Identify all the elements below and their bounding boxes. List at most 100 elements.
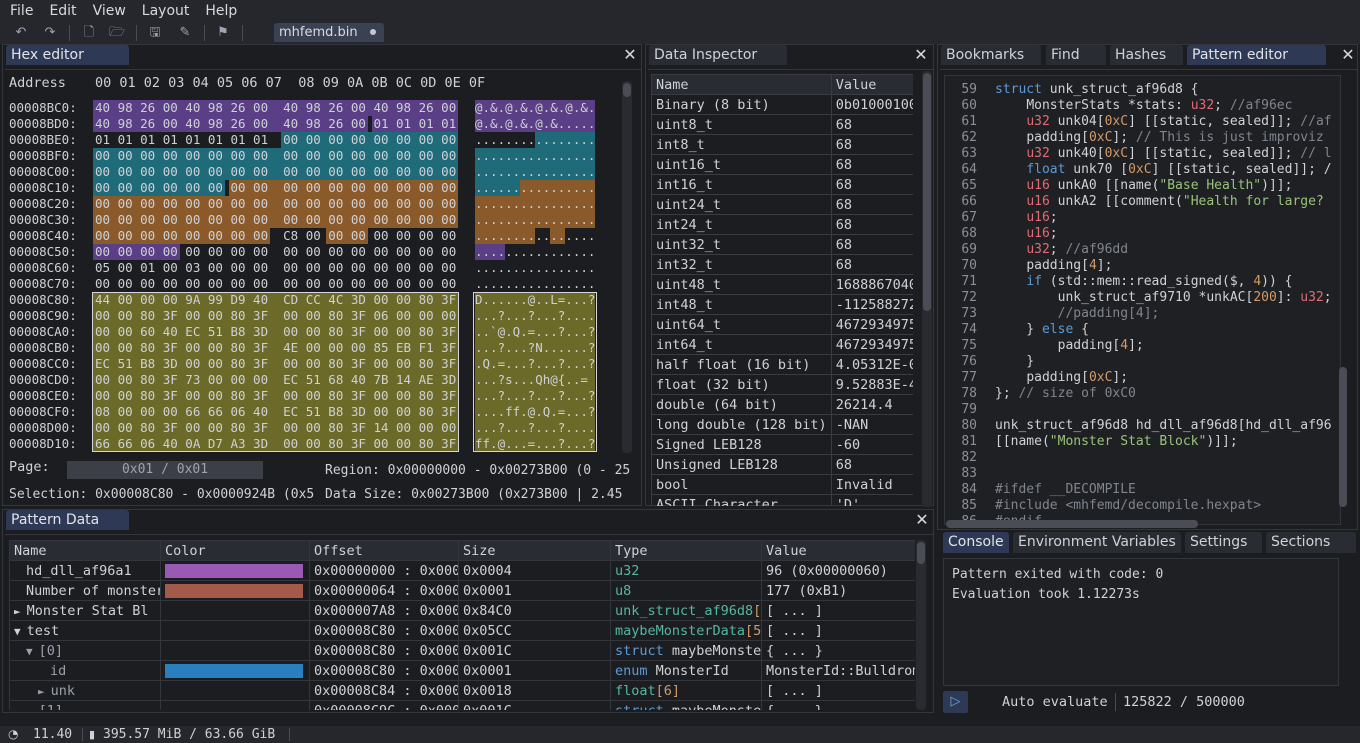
new-file-icon[interactable]: 🗋 (83, 25, 95, 40)
inspector-row[interactable]: half float (16 bit) 4.05312E-0 (651, 354, 913, 375)
hex-ascii[interactable]: ................ (475, 164, 596, 179)
hex-bytes[interactable]: 00 00 00 00 00 00 00 00 00 00 00 00 00 0… (95, 180, 457, 195)
inspector-header-value[interactable]: Value (830, 74, 913, 95)
code-line[interactable]: }; // size of 0xC0 (995, 386, 1136, 401)
hex-ascii[interactable]: ................ (475, 148, 596, 163)
hex-ascii[interactable]: ................ (475, 228, 596, 243)
inspector-header-name[interactable]: Name (651, 74, 832, 95)
inspector-value[interactable]: 68 (830, 254, 913, 275)
code-vscrollbar[interactable] (1338, 365, 1348, 525)
undo-icon[interactable]: ↶ (15, 25, 27, 40)
inspector-value[interactable]: 4672934975 (830, 334, 913, 355)
hex-bytes[interactable]: 00 00 60 40 EC 51 B8 3D 00 00 80 3F 00 0… (95, 324, 457, 339)
hex-bytes[interactable]: 00 00 00 00 00 00 00 00 00 00 00 00 00 0… (95, 276, 457, 291)
code-line[interactable]: MonsterStats *stats: u32; //af96ec (1026, 98, 1293, 113)
pattern-row[interactable]: id 0x00008C80 : 0x000 0x0001 enum MonsterId… (9, 660, 915, 681)
hex-ascii[interactable]: @.&.@.&.@.&.@.&. (475, 100, 596, 115)
hex-ascii[interactable]: ................ (475, 180, 596, 195)
inspector-row[interactable]: ASCII Character 'D' (651, 494, 913, 506)
inspector-row[interactable]: int64_t 4672934975 (651, 334, 913, 355)
inspector-row[interactable]: long double (128 bit) -NAN (651, 414, 913, 435)
code-line[interactable]: unk_struct_af96d8 hd_dll_af96d8[hd_dll_a… (995, 418, 1332, 433)
hex-ascii[interactable]: ...?...?N......? (475, 340, 596, 355)
menu-layout[interactable]: Layout (141, 3, 190, 19)
hex-ascii[interactable]: D......@..L=...? (475, 292, 596, 307)
inspector-row[interactable]: int8_t 68 (651, 134, 913, 155)
inspector-value[interactable]: 68 (830, 454, 913, 475)
inspector-value[interactable]: 68 (830, 214, 913, 235)
inspector-value[interactable]: 26214.4 (830, 394, 913, 415)
hex-ascii[interactable]: ................ (475, 132, 596, 147)
hex-ascii[interactable]: ...?...?...?.... (475, 420, 596, 435)
close-icon[interactable]: ✕ (1341, 45, 1355, 64)
code-line[interactable]: //padding[4]; (1057, 306, 1160, 321)
pattern-scrollbar[interactable] (916, 540, 926, 710)
collapse-arrow-icon[interactable]: ▼ (14, 624, 21, 638)
code-line[interactable]: } else { (995, 322, 1089, 337)
inspector-value[interactable]: 68 (830, 194, 913, 215)
code-line[interactable]: #include <mhfemd/decompile.hexpat> (995, 498, 1262, 513)
tab-hashes[interactable]: Hashes (1110, 45, 1183, 65)
hex-ascii[interactable]: ....ff.@.Q.=...? (475, 404, 596, 419)
hex-bytes[interactable]: 40 98 26 00 40 98 26 00 40 98 26 00 40 9… (95, 100, 457, 115)
code-line[interactable]: u32; //af96dd (1026, 242, 1129, 257)
hex-ascii[interactable]: ...?...?...?.... (475, 308, 596, 323)
menu-help[interactable]: Help (205, 3, 238, 19)
hex-view[interactable]: 00008BC0: 40 98 26 00 40 98 26 00 40 98 2… (3, 100, 628, 455)
code-line[interactable]: } (995, 354, 1035, 369)
tab-pattern-data[interactable]: Pattern Data (6, 510, 129, 530)
run-button[interactable]: ▷ (943, 691, 968, 713)
hex-ascii[interactable]: ff.@...=...?...? (475, 436, 596, 451)
code-line[interactable]: #endif (995, 514, 1042, 524)
code-line[interactable]: u16 unkA2 [[comment("Health for large? (1026, 194, 1324, 209)
inspector-value[interactable]: 68 (830, 174, 913, 195)
code-line[interactable]: if (std::mem::read_signed($, 4)) { (1026, 274, 1293, 289)
hex-bytes[interactable]: 00 00 80 3F 00 00 80 3F 00 00 80 3F 00 0… (95, 388, 457, 403)
tab-find[interactable]: Find (1046, 45, 1106, 65)
hex-bytes[interactable]: 00 00 00 00 00 00 00 00 00 00 00 00 00 0… (95, 164, 457, 179)
close-icon[interactable]: ✕ (623, 45, 637, 64)
hex-ascii[interactable]: ................ (475, 196, 596, 211)
inspector-row[interactable]: Binary (8 bit) 0b01000100 (651, 94, 913, 115)
tab-bookmarks[interactable]: Bookmarks (941, 45, 1041, 65)
hex-bytes[interactable]: 00 00 00 00 00 00 00 00 00 00 00 00 00 0… (95, 196, 457, 211)
collapse-arrow-icon[interactable]: ▼ (26, 644, 33, 658)
hex-bytes[interactable]: 05 00 01 00 03 00 00 00 00 00 00 00 00 0… (95, 260, 457, 275)
inspector-row[interactable]: uint24_t 68 (651, 194, 913, 215)
tab-hex-editor[interactable]: Hex editor (6, 45, 129, 65)
hex-ascii[interactable]: ..`@.Q.=...?...? (475, 324, 596, 339)
hex-bytes[interactable]: 00 00 00 00 00 00 00 00 C8 00 00 00 00 0… (95, 228, 457, 243)
hex-ascii[interactable]: ................ (475, 212, 596, 227)
tab-pattern-editor[interactable]: Pattern editor (1187, 45, 1326, 65)
hex-bytes[interactable]: 00 00 00 00 00 00 00 00 00 00 00 00 00 0… (95, 148, 457, 163)
pattern-header-size[interactable]: Size (458, 540, 611, 561)
inspector-row[interactable]: uint16_t 68 (651, 154, 913, 175)
expand-arrow-icon[interactable]: ► (38, 684, 45, 698)
hex-ascii[interactable]: .Q.=...?...?...? (475, 356, 596, 371)
inspector-value[interactable]: 68 (830, 154, 913, 175)
inspector-row[interactable]: uint32_t 68 (651, 234, 913, 255)
inspector-row[interactable]: float (32 bit) 9.52883E-4 (651, 374, 913, 395)
hex-bytes[interactable]: 00 00 80 3F 00 00 80 3F 4E 00 00 00 85 E… (95, 340, 457, 355)
close-icon[interactable]: ✕ (915, 510, 929, 529)
inspector-value[interactable]: -NAN (830, 414, 913, 435)
inspector-row[interactable]: Unsigned LEB128 68 (651, 454, 913, 475)
code-line[interactable]: u16; (1026, 226, 1058, 241)
tab-console[interactable]: Console (943, 532, 1009, 553)
pattern-header-offset[interactable]: Offset (309, 540, 459, 561)
pattern-row[interactable]: Number of monster 0x00000064 : 0x000 0x000… (9, 580, 915, 601)
auto-evaluate-toggle[interactable]: Auto evaluate (1002, 694, 1108, 710)
inspector-row[interactable]: int48_t -112588272 (651, 294, 913, 315)
code-line[interactable]: [[name("Monster Stat Block")]]; (995, 434, 1238, 449)
inspector-row[interactable]: bool Invalid (651, 474, 913, 495)
hex-bytes[interactable]: 44 00 00 00 9A 99 D9 40 CD CC 4C 3D 00 0… (95, 292, 457, 307)
pattern-row[interactable]: ► unk 0x00008C84 : 0x000 0x0018 float[6][ ..… (9, 680, 915, 701)
inspector-value[interactable]: 68 (830, 234, 913, 255)
inspector-value[interactable]: 4672934975 (830, 314, 913, 335)
hex-scrollbar[interactable] (622, 81, 632, 453)
inspector-row[interactable]: int24_t 68 (651, 214, 913, 235)
hex-bytes[interactable]: 40 98 26 00 40 98 26 00 40 98 26 00 01 0… (95, 116, 457, 131)
inspector-row[interactable]: int16_t 68 (651, 174, 913, 195)
hex-bytes[interactable]: 00 00 00 00 00 00 00 00 00 00 00 00 00 0… (95, 212, 457, 227)
